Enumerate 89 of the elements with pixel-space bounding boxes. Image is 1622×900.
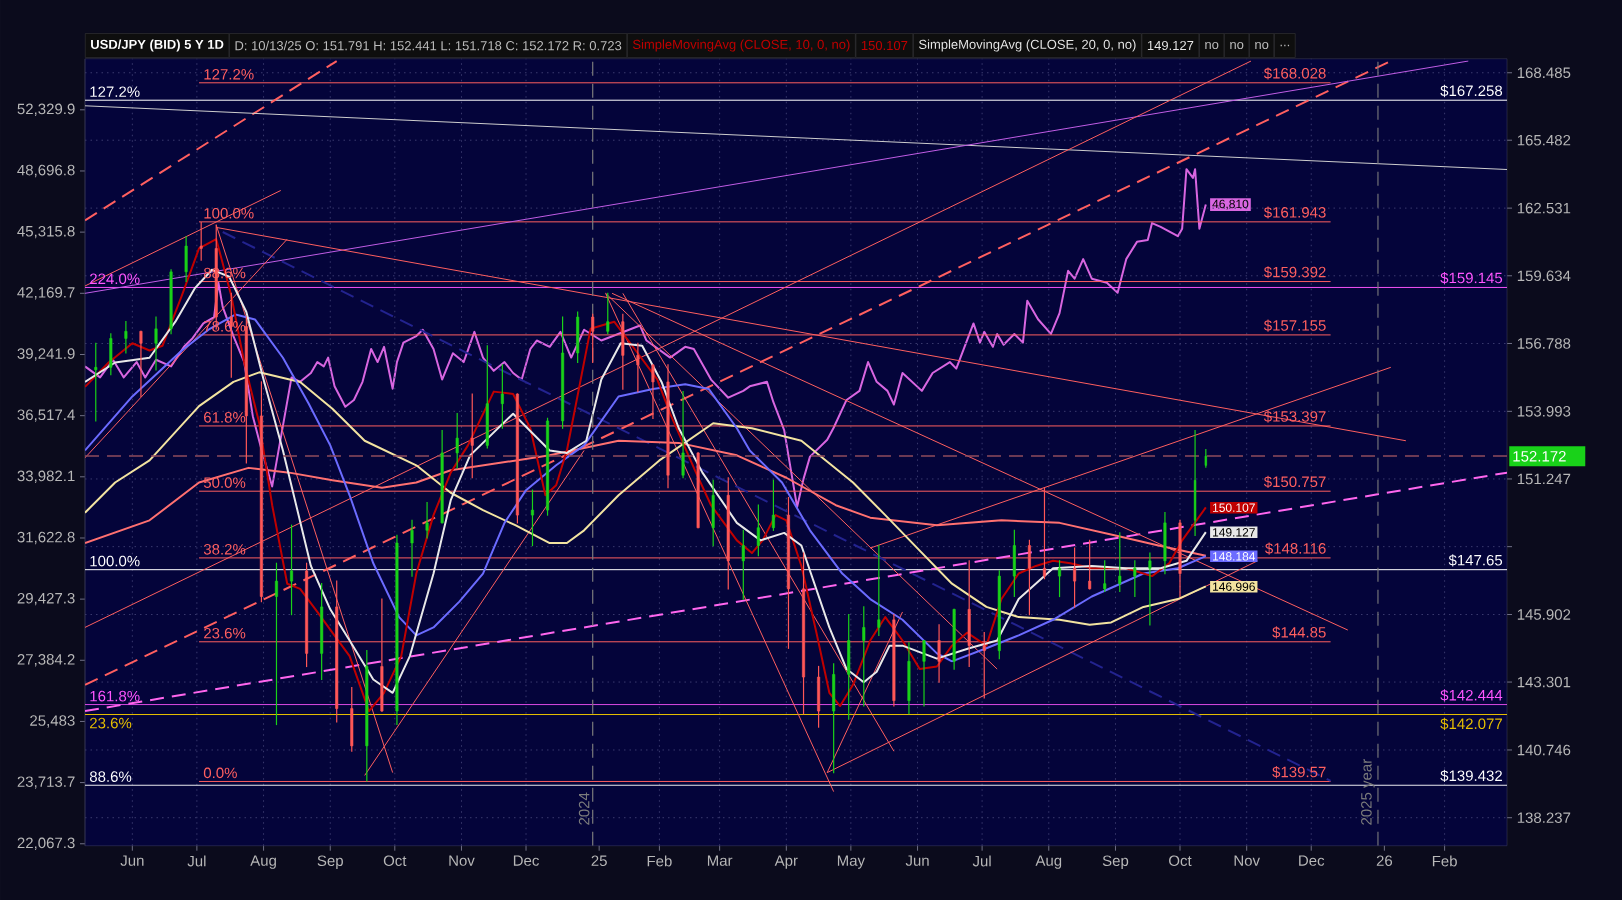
x-tick-label: Aug [250,855,276,869]
x-tick-label: Nov [1234,855,1260,866]
series-label: 88.6% [89,771,132,782]
y-tick-label: 27,384.2 [17,654,75,667]
ref-line-label: 2025 year [1361,759,1375,825]
data-label: $159.145 [1440,271,1503,285]
chart-title: USD/JPY (BID) 5 Y 1D [91,39,224,52]
series-label: 23.6% [204,627,246,639]
x-tick-label: Dec [513,855,539,866]
text: SimpleMovingAvg (CLOSE, 20, 0, no) [919,39,1136,52]
text: ... [1280,44,1290,47]
y-tick-label: 39,241.9 [17,348,75,361]
x-tick-label: Mar [707,855,733,866]
data-label: $150.757 [1263,475,1326,488]
x-tick-label: 25 [591,855,607,867]
x-tick-label: Jun [905,855,929,866]
x-tick-label: Sep [1102,855,1129,869]
text: no [1205,41,1219,50]
series-label: 61.8% [204,412,246,423]
ref-line-label: 2024 [578,792,590,825]
data-label: 46,810 [1212,199,1249,210]
y-tick-label: 143.301 [1517,676,1571,688]
y-tick-label: 42,169.7 [17,287,75,300]
x-tick-label: Jul [972,855,991,867]
x-tick-label: Aug [1035,855,1062,869]
x-tick-label: Nov [449,855,475,866]
y-tick-label: 33,982.1 [17,470,75,483]
data-label: $142.444 [1440,689,1503,702]
data-label: $139.57 [1272,766,1326,779]
chart-subtitle: D: 10/13/25 O: 151.791 H: 152.441 L: 151.718 C: 152.172 R: 0.723 [235,40,622,51]
text: no [1255,41,1269,50]
y-tick-label: 168.485 [1517,67,1571,79]
x-tick-label: May [837,855,865,869]
data-label: $168.028 [1263,67,1326,80]
y-tick-label: 23,713.7 [17,776,75,789]
y-tick-label: 138.237 [1517,812,1571,824]
data-label: $147.65 [1448,554,1503,567]
text: SimpleMovingAvg (CLOSE, 10, 0, no) [632,39,850,52]
series-label: 38.2% [203,544,246,555]
data-label: $159.392 [1263,266,1326,279]
data-label: $161.943 [1263,206,1326,219]
x-tick-label: Jul [187,855,206,867]
y-tick-label: 36,517.4 [17,409,75,422]
x-tick-label: Feb [1432,855,1457,867]
data-label: $153.397 [1263,410,1326,423]
data-label: $167.258 [1440,84,1503,97]
y-tick-label: 153.993 [1517,406,1571,417]
series-label: 50.0% [203,477,246,488]
y-tick-label: 25,483 [30,715,75,728]
data-label: $148.116 [1265,542,1326,555]
text: no [1230,41,1244,50]
y-tick-label: 159.634 [1517,270,1571,282]
x-tick-label: Feb [647,855,672,867]
series-label: 127.2% [204,68,254,80]
data-label: $139.432 [1440,769,1502,782]
x-tick-label: Apr [774,855,798,869]
data-label: 150.107 [1213,503,1255,512]
x-tick-label: Oct [383,855,407,867]
y-tick-label: 48,696.8 [17,164,75,178]
x-tick-label: Sep [317,855,343,869]
y-tick-label: 140.746 [1517,744,1571,756]
data-label: $144.85 [1272,626,1326,639]
data-label: 146.996 [1213,582,1255,591]
y-tick-label: 52,329.9 [17,103,75,116]
y-tick-label: 151.247 [1517,473,1571,485]
data-label: $157.155 [1263,319,1326,332]
series-label: 100.0% [90,555,140,567]
series-label: 0.0% [203,767,237,779]
data-label: $142.077 [1440,717,1502,730]
series-label: 127.2% [90,86,140,97]
text: 150.107 [861,40,908,51]
x-tick-label: Dec [1299,855,1325,866]
series-label: 161.8% [90,690,140,702]
y-tick-label: 165.482 [1517,134,1571,146]
x-tick-label: 26 [1376,855,1393,867]
y-tick-label: 145.902 [1517,609,1571,620]
y-tick-label: 162.531 [1517,202,1571,214]
y-tick-label: 45,315.8 [17,225,75,239]
text: 149.127 [1147,40,1194,51]
y-tick-label: 29,427.3 [17,592,75,606]
y-tick-label: 22,067.3 [17,837,75,850]
ref-line-label: 152.172 [1513,451,1566,462]
y-tick-label: 31,622.8 [17,531,75,545]
data-label: 149.127 [1213,528,1255,537]
series-label: 23.6% [90,717,132,729]
x-tick-label: Jun [120,855,144,866]
y-tick-label: 156.788 [1517,338,1571,349]
x-tick-label: Oct [1169,855,1192,867]
data-label: 148.184 [1213,552,1256,561]
